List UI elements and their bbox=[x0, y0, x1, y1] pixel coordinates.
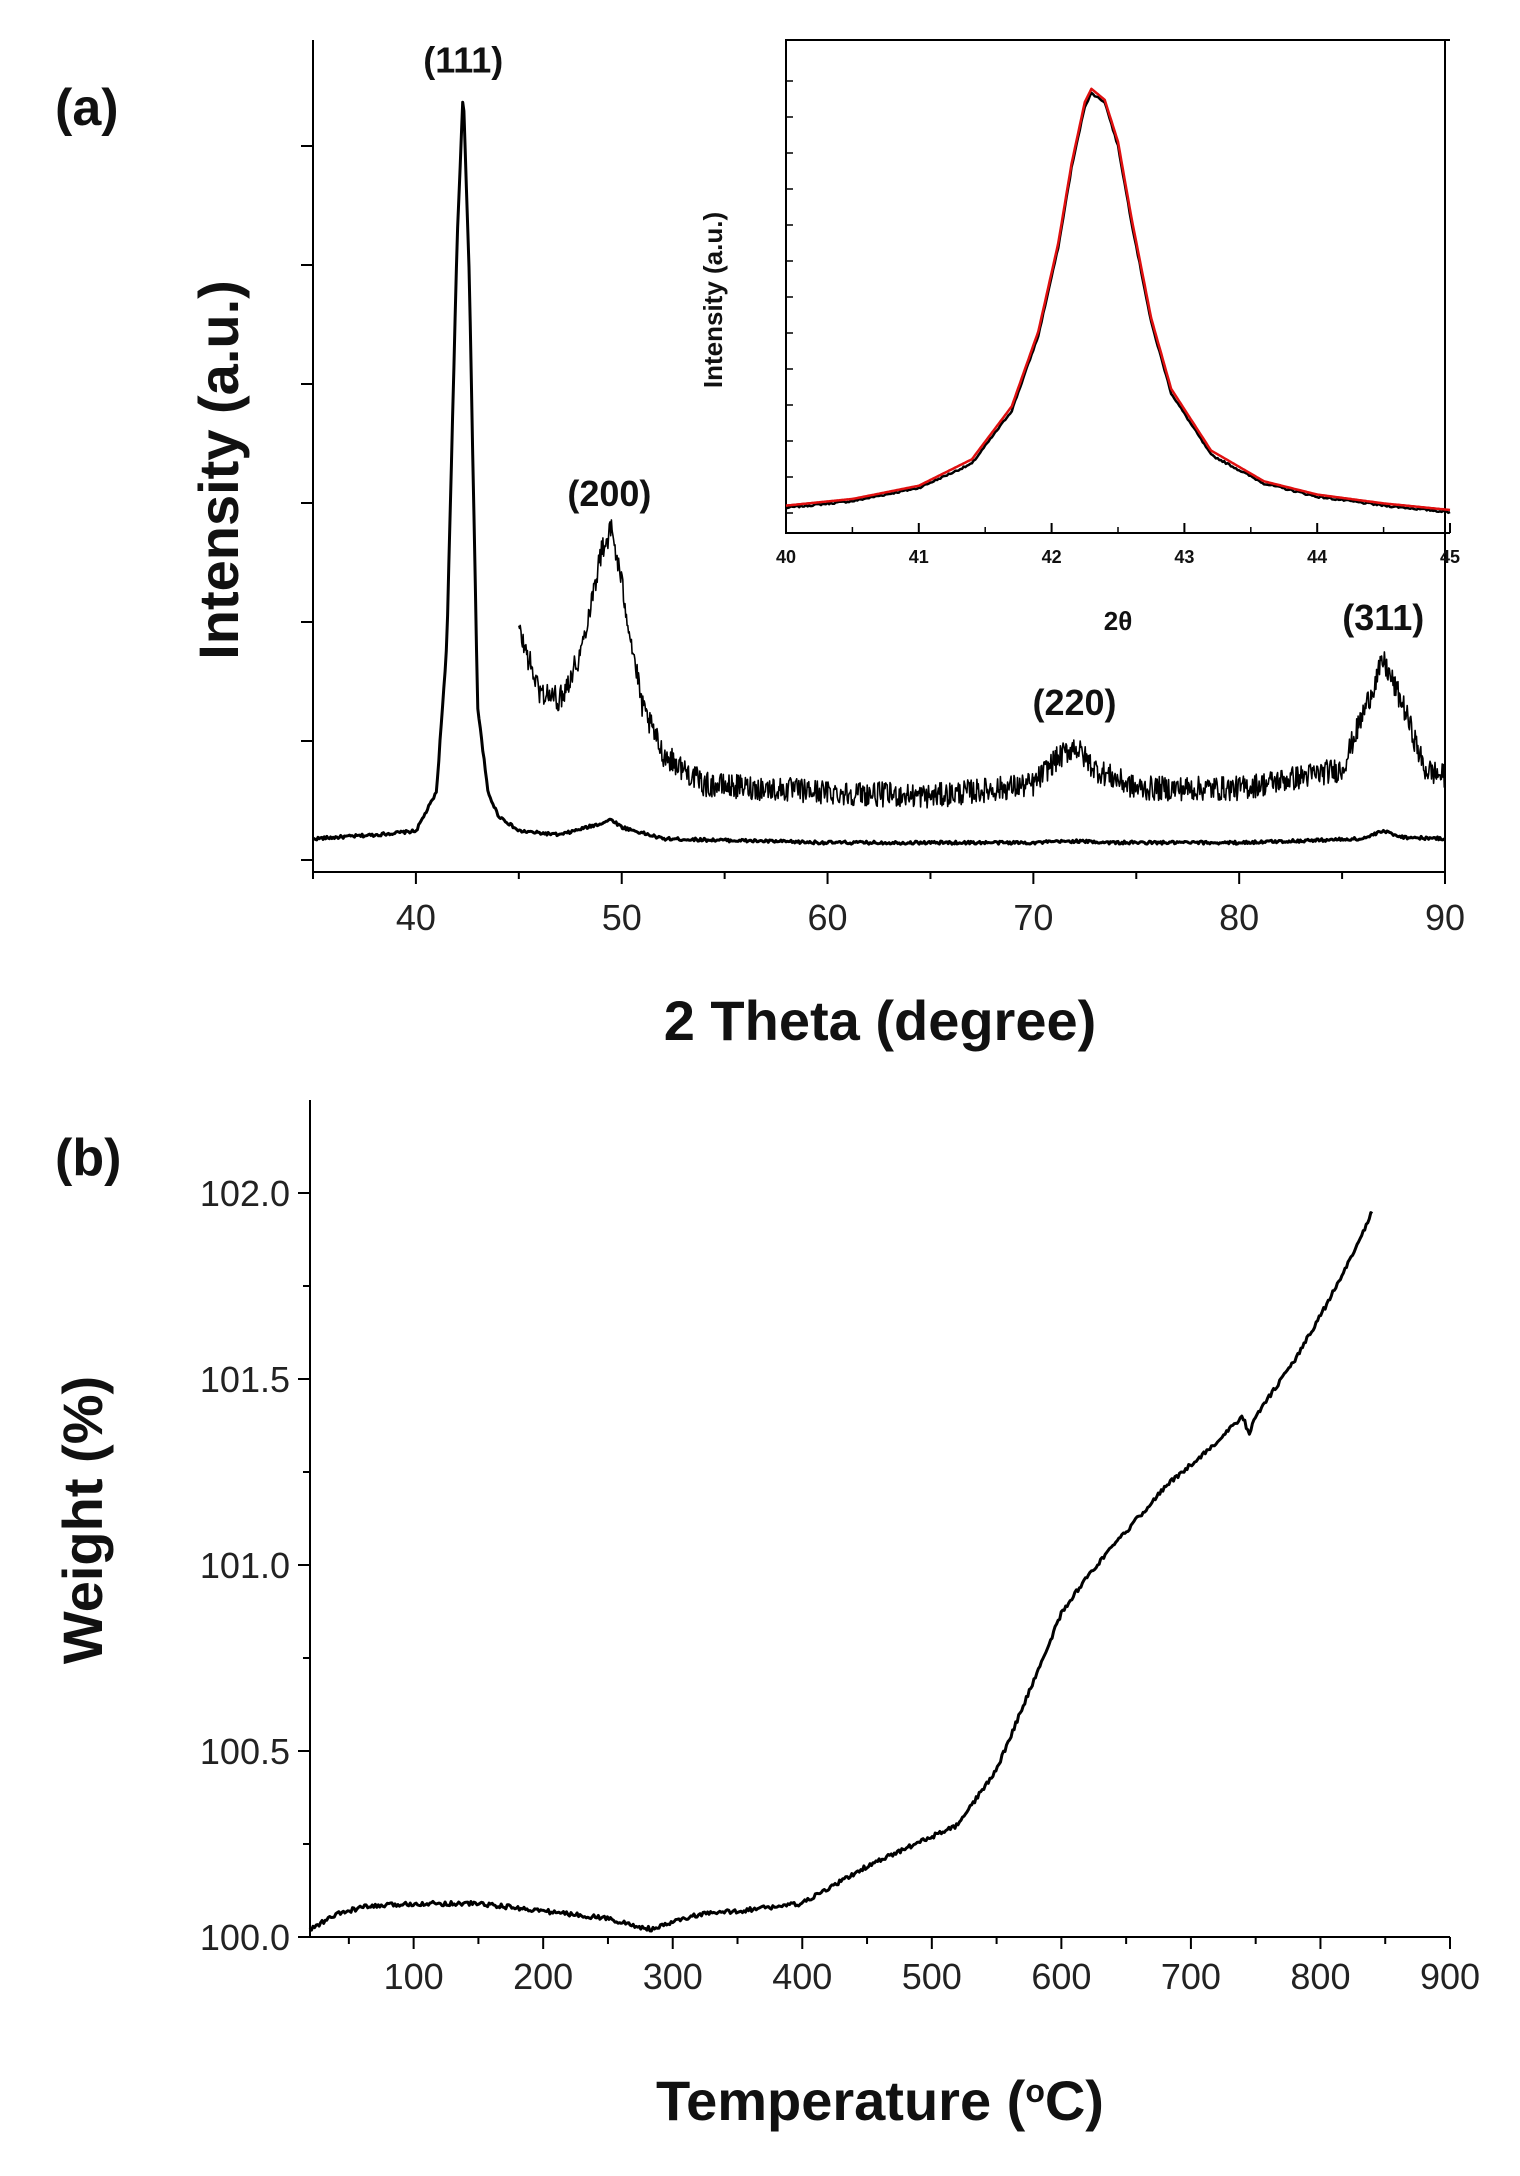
xrd-y-ticks bbox=[301, 145, 313, 861]
inset-y-ticks bbox=[786, 80, 793, 514]
inset-series bbox=[785, 87, 1451, 515]
xrd-x-tick-label: 80 bbox=[1219, 897, 1259, 938]
tga-y-tick-label: 102.0 bbox=[200, 1173, 290, 1214]
inset-fit-line bbox=[785, 87, 1451, 512]
xrd-line-magnified bbox=[518, 519, 1446, 809]
tga-series bbox=[308, 1211, 1374, 1933]
tga-x-tick-label: 300 bbox=[643, 1956, 703, 1997]
tga-line bbox=[308, 1211, 1374, 1933]
xrd-chart: (a) 40 50 60 70 80 90 (111) (200) (220) (311) 2 … bbox=[55, 39, 1465, 1052]
xrd-peak-label: (111) bbox=[423, 40, 503, 81]
tga-x-tick-label: 600 bbox=[1031, 1956, 1091, 1997]
inset-x-tick-label: 45 bbox=[1440, 547, 1460, 567]
xrd-peak-labels: (111) (200) (220) (311) bbox=[423, 40, 1424, 723]
xrd-x-tick-label: 40 bbox=[396, 897, 436, 938]
xrd-x-tick-label: 70 bbox=[1013, 897, 1053, 938]
tga-x-tick-label: 100 bbox=[384, 1956, 444, 1997]
tga-x-tick-label: 700 bbox=[1161, 1956, 1221, 1997]
tga-y-tick-label: 101.5 bbox=[200, 1359, 290, 1400]
xrd-axes-frame bbox=[312, 40, 1446, 873]
xrd-x-tick-label: 50 bbox=[602, 897, 642, 938]
inset-x-tick-label: 40 bbox=[776, 547, 796, 567]
tga-y-axis-title: Weight (%) bbox=[51, 1376, 114, 1664]
xrd-x-axis-title: 2 Theta (degree) bbox=[664, 989, 1097, 1052]
tga-y-tick-label: 100.0 bbox=[200, 1917, 290, 1958]
tga-x-tick-label: 200 bbox=[513, 1956, 573, 1997]
tga-x-axis-title-degree: o bbox=[1025, 2073, 1045, 2109]
xrd-line-main bbox=[312, 100, 1446, 846]
tga-x-tick-label: 400 bbox=[772, 1956, 832, 1997]
inset-y-axis-title: Intensity (a.u.) bbox=[698, 212, 728, 388]
inset-x-tick-label: 44 bbox=[1307, 547, 1327, 567]
tga-x-axis-title-unit: C) bbox=[1045, 2069, 1104, 2132]
tga-x-axis-title-main: Temperature ( bbox=[656, 2069, 1026, 2132]
tga-x-tick-label: 500 bbox=[902, 1956, 962, 1997]
tga-y-tick-label: 101.0 bbox=[200, 1545, 290, 1586]
xrd-x-tick-label: 90 bbox=[1425, 897, 1465, 938]
inset-x-tick-label: 42 bbox=[1042, 547, 1062, 567]
xrd-x-tick-label: 60 bbox=[808, 897, 848, 938]
xrd-peak-label: (200) bbox=[567, 473, 651, 514]
xrd-x-ticks: 40 50 60 70 80 90 bbox=[312, 872, 1465, 938]
tga-y-ticks: 100.0 100.5 101.0 101.5 102.0 bbox=[200, 1173, 310, 1958]
inset-x-tick-label: 43 bbox=[1174, 547, 1194, 567]
panel-label-a: (a) bbox=[55, 79, 119, 137]
tga-chart: (b) 100 200 300 400 500 600 700 800 900 100.0100… bbox=[51, 1100, 1480, 2132]
tga-x-ticks: 100 200 300 400 500 600 700 800 900 bbox=[347, 1937, 1480, 1997]
tga-x-tick-label: 800 bbox=[1290, 1956, 1350, 1997]
tga-x-tick-label: 900 bbox=[1420, 1956, 1480, 1997]
tga-plot-area: 100 200 300 400 500 600 700 800 900 100.0100.510… bbox=[200, 1100, 1480, 1997]
xrd-peak-label: (220) bbox=[1033, 682, 1117, 723]
inset-x-ticks: 40 41 42 43 44 45 bbox=[776, 523, 1460, 567]
xrd-inset-chart: 40 41 42 43 44 45 2θ Intensity (a.u.) bbox=[698, 39, 1460, 636]
inset-x-axis-title: 2θ bbox=[1104, 606, 1133, 636]
xrd-peak-label: (311) bbox=[1342, 597, 1424, 638]
inset-x-tick-label: 41 bbox=[909, 547, 929, 567]
panel-label-b: (b) bbox=[55, 1129, 121, 1187]
xrd-series bbox=[312, 100, 1446, 846]
xrd-plot-area: 40 50 60 70 80 90 (111) (200) (220) (311) bbox=[301, 40, 1465, 938]
tga-x-axis-title: Temperature (oC) bbox=[656, 2069, 1104, 2132]
xrd-y-axis-title: Intensity (a.u.) bbox=[187, 280, 250, 660]
tga-y-tick-label: 100.5 bbox=[200, 1731, 290, 1772]
